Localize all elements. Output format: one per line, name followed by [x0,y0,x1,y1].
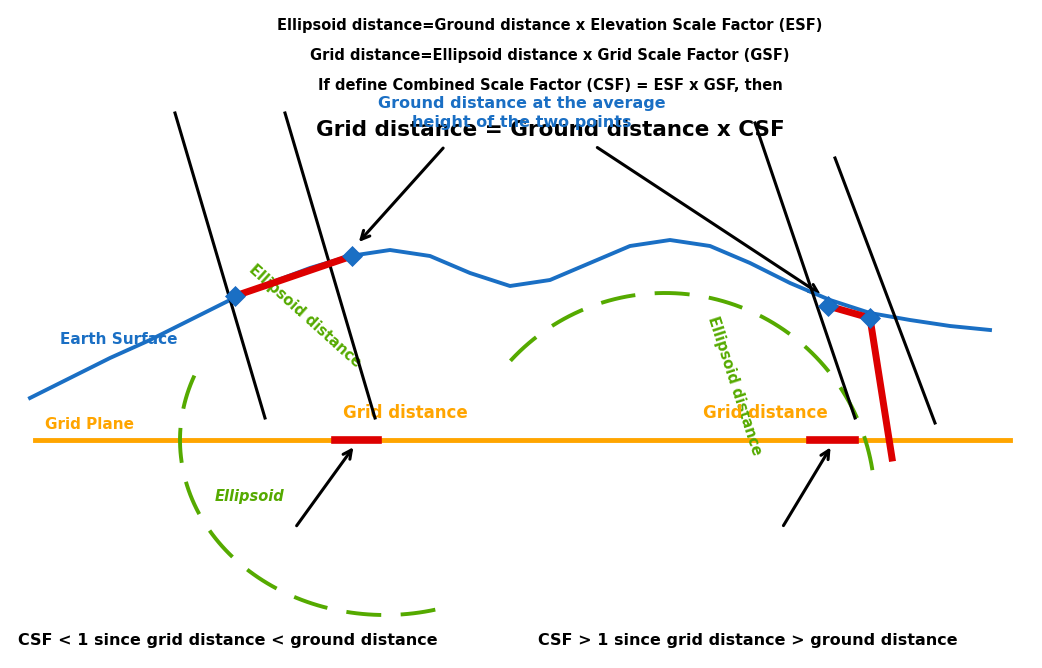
Text: Ellipsoid distance: Ellipsoid distance [246,262,364,370]
Text: Ellipsoid: Ellipsoid [215,488,284,504]
Text: Ellipsoid distance=Ground distance x Elevation Scale Factor (ESF): Ellipsoid distance=Ground distance x Ele… [277,18,823,33]
Text: Ground distance at the average
height of the two points: Ground distance at the average height of… [378,96,666,130]
Text: Grid distance: Grid distance [702,404,827,422]
Text: If define Combined Scale Factor (CSF) = ESF x GSF, then: If define Combined Scale Factor (CSF) = … [318,78,783,93]
Text: Grid Plane: Grid Plane [45,417,134,432]
Text: Grid distance: Grid distance [343,404,468,422]
Text: Ellipsoid distance: Ellipsoid distance [705,315,765,458]
Text: CSF < 1 since grid distance < ground distance: CSF < 1 since grid distance < ground dis… [18,633,438,647]
Text: Grid distance = Ground distance x CSF: Grid distance = Ground distance x CSF [316,120,785,140]
Text: CSF > 1 since grid distance > ground distance: CSF > 1 since grid distance > ground dis… [538,633,958,647]
Text: Earth Surface: Earth Surface [60,333,177,347]
Text: Grid distance=Ellipsoid distance x Grid Scale Factor (GSF): Grid distance=Ellipsoid distance x Grid … [311,48,790,63]
